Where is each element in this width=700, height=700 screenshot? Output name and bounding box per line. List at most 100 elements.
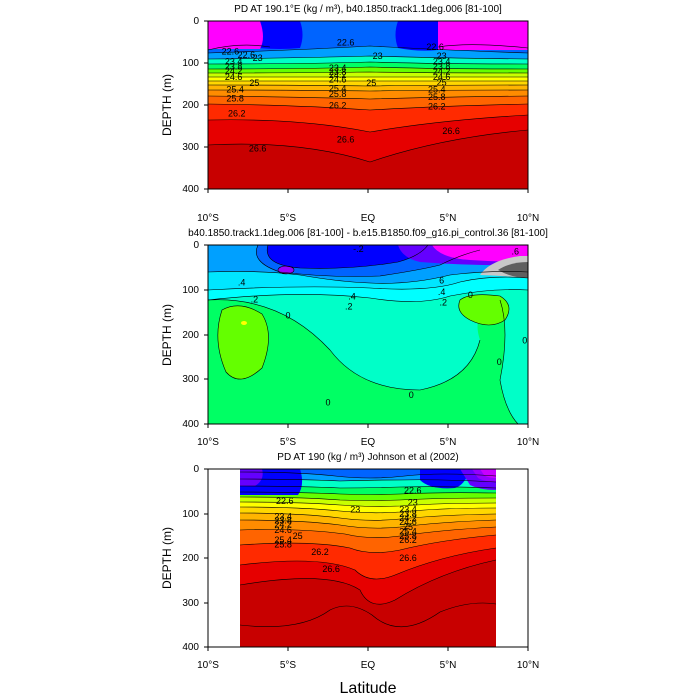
contour-label: 24.2 bbox=[274, 520, 292, 530]
contour-label: 0 bbox=[522, 335, 527, 345]
contour-label: 26.2 bbox=[399, 535, 417, 545]
panel-3-ylabel: DEPTH (m) bbox=[160, 527, 174, 589]
contour-label: 22.6 bbox=[222, 47, 240, 57]
contour-label: 24.6 bbox=[274, 525, 292, 535]
figure-xlabel: Latitude bbox=[340, 680, 397, 697]
contour-label: 6 bbox=[439, 275, 444, 285]
y-tick-label: 200 bbox=[182, 553, 199, 564]
panel-1-contour-fill bbox=[208, 21, 528, 189]
x-tick-label: 5°S bbox=[280, 660, 297, 671]
contour-label: 22.6 bbox=[337, 37, 355, 47]
contour-label: 26.6 bbox=[442, 126, 460, 136]
x-tick-label: 10°S bbox=[197, 660, 219, 671]
x-tick-label: 10°N bbox=[517, 660, 539, 671]
contour-label: 25.8 bbox=[329, 89, 347, 99]
contour-label: 23.4 bbox=[225, 57, 243, 67]
panel-2-contour-lines bbox=[208, 245, 528, 424]
contour-label: 23.4 bbox=[329, 63, 347, 73]
y-tick-label: 0 bbox=[193, 240, 199, 251]
contour-label: 0 bbox=[497, 357, 502, 367]
contour-label: 25 bbox=[403, 522, 413, 532]
contour-label: 0 bbox=[325, 398, 330, 408]
panel-1-contour-lines bbox=[208, 45, 528, 163]
y-tick-label: 100 bbox=[182, 509, 199, 520]
panel-1-y-tick-labels: 0 100 200 300 400 bbox=[182, 16, 199, 195]
contour-label: 23.8 bbox=[399, 509, 417, 519]
panel-1-contour-labels: 22.622.62323.423.824.224.62525.425.826.2… bbox=[222, 37, 460, 153]
panel-1-ticks bbox=[204, 20, 529, 193]
panel-1-title: PD AT 190.1°E (kg / m³), b40.1850.track1… bbox=[234, 4, 502, 15]
contour-label: 25 bbox=[437, 78, 447, 88]
y-tick-label: 100 bbox=[182, 58, 199, 69]
contour-label: 26.2 bbox=[311, 547, 329, 557]
contour-label: 24.6 bbox=[433, 72, 451, 82]
y-tick-label: 200 bbox=[182, 100, 199, 111]
panel-2-x-tick-labels: 10°S 5°S EQ 5°N 10°N bbox=[197, 437, 539, 448]
contour-label: 25.4 bbox=[399, 526, 417, 536]
contour-label: 24.2 bbox=[433, 66, 451, 76]
contour-label: 25 bbox=[249, 78, 259, 88]
panel-3-ticks bbox=[204, 468, 529, 651]
contour-label: 0 bbox=[468, 290, 473, 300]
x-tick-label: 5°S bbox=[280, 437, 297, 448]
y-tick-label: 400 bbox=[182, 419, 199, 430]
x-tick-label: 10°S bbox=[197, 213, 219, 224]
panel-3-contour-lines bbox=[239, 471, 497, 628]
panel-1-ylabel: DEPTH (m) bbox=[160, 74, 174, 136]
y-tick-label: 400 bbox=[182, 642, 199, 653]
contour-label: 23 bbox=[253, 53, 263, 63]
x-tick-label: 10°S bbox=[197, 437, 219, 448]
contour-label: 22.6 bbox=[404, 485, 422, 495]
x-tick-label: 10°N bbox=[517, 437, 539, 448]
x-tick-label: 5°N bbox=[440, 213, 457, 224]
y-tick-label: 300 bbox=[182, 374, 199, 385]
x-tick-label: 10°N bbox=[517, 213, 539, 224]
contour-label: .2 bbox=[251, 295, 259, 305]
contour-label: 25.4 bbox=[329, 84, 347, 94]
contour-label: 23.8 bbox=[225, 61, 243, 71]
panel-2-ticks bbox=[204, 244, 529, 428]
panel-2-title: b40.1850.track1.1deg.006 [81-100] - b.e1… bbox=[188, 228, 548, 239]
x-tick-label: 5°S bbox=[280, 213, 297, 224]
panel-2-contour-fill bbox=[208, 245, 528, 424]
panel-2-y-tick-labels: 0 100 200 300 400 bbox=[182, 240, 199, 430]
contour-label: 25 bbox=[293, 531, 303, 541]
contour-label: 0 bbox=[409, 390, 414, 400]
contour-label: 25.8 bbox=[428, 92, 446, 102]
contour-label: 25 bbox=[366, 78, 376, 88]
contour-label: 23 bbox=[373, 51, 383, 61]
contour-label: 23 bbox=[437, 51, 447, 61]
contour-label: 26.6 bbox=[337, 134, 355, 144]
contour-label: 26.2 bbox=[228, 108, 246, 118]
contour-label: 26.2 bbox=[329, 100, 347, 110]
contour-label: 24.6 bbox=[225, 72, 243, 82]
contour-label: 24.6 bbox=[329, 74, 347, 84]
contour-label: 23.8 bbox=[433, 61, 451, 71]
contour-label: 24.2 bbox=[225, 66, 243, 76]
panel-1-x-tick-labels: 10°S 5°S EQ 5°N 10°N bbox=[197, 213, 539, 224]
contour-label: 24.2 bbox=[399, 513, 417, 523]
panel-2-density-difference: b40.1850.track1.1deg.006 [81-100] - b.e1… bbox=[160, 228, 548, 448]
panel-1-model-density: PD AT 190.1°E (kg / m³), b40.1850.track1… bbox=[160, 4, 539, 224]
contour-label: 25.8 bbox=[226, 93, 244, 103]
x-tick-label: 5°N bbox=[440, 437, 457, 448]
x-tick-label: EQ bbox=[361, 660, 376, 671]
contour-label: 23.4 bbox=[433, 56, 451, 66]
contour-label: 0 bbox=[285, 311, 290, 321]
y-tick-label: 300 bbox=[182, 142, 199, 153]
contour-label: 26.2 bbox=[428, 101, 446, 111]
y-tick-label: 0 bbox=[193, 16, 199, 27]
contour-label: .2 bbox=[345, 301, 353, 311]
contour-label: 23.8 bbox=[329, 67, 347, 77]
contour-label: 26.6 bbox=[249, 143, 267, 153]
contour-label: 23.4 bbox=[274, 512, 292, 522]
contour-label: 25.8 bbox=[399, 531, 417, 541]
contour-label: -.2 bbox=[353, 244, 364, 254]
contour-label: 22.6 bbox=[426, 42, 444, 52]
contour-label: 26.6 bbox=[322, 564, 340, 574]
contour-label: 23 bbox=[408, 497, 418, 507]
panel-3-observed-density: PD AT 190 (kg / m³) Johnson et al (2002) bbox=[160, 452, 539, 671]
panel-3-x-tick-labels: 10°S 5°S EQ 5°N 10°N bbox=[197, 660, 539, 671]
